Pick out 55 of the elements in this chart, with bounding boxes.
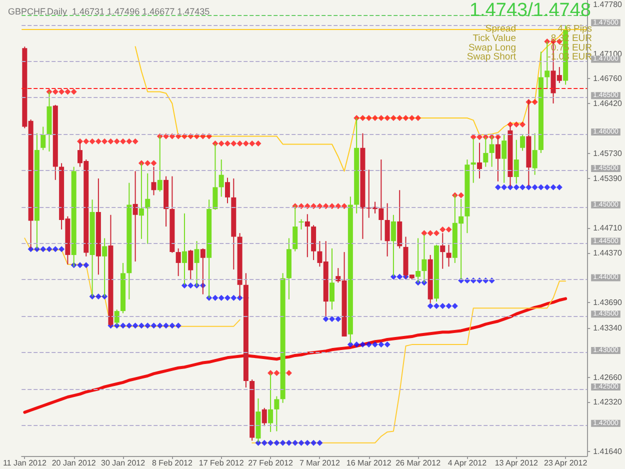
text: GBPCHF,Daily 1.46731 1.47496 1.46677 1.47435	[8, 6, 210, 16]
candlestick	[176, 248, 181, 277]
candlestick	[532, 132, 538, 176]
candlestick	[514, 139, 519, 184]
candlestick	[520, 134, 526, 152]
candlestick	[477, 142, 482, 179]
candlestick	[502, 134, 507, 184]
y-tick-label: 1.44370	[593, 248, 623, 258]
x-tick-label: 26 Mar 2012	[396, 458, 442, 468]
x-tick-label: 8 Feb 2012	[152, 458, 193, 468]
y-tick-label: 1.45390	[593, 174, 623, 183]
x-tick-label: 20 Jan 2012	[52, 458, 96, 468]
y-tick-label: 1.42320	[593, 398, 623, 407]
annotation: 8.32 EUR	[550, 32, 592, 44]
y-tick-label: 1.46760	[593, 74, 623, 84]
candlestick	[330, 248, 334, 310]
candlestick	[440, 232, 446, 270]
x-tick-label: 17 Feb 2012	[198, 458, 244, 468]
y-tick-label: 1.41640	[593, 447, 623, 456]
candlestick	[292, 204, 298, 252]
candlestick	[145, 172, 150, 245]
candlestick	[489, 136, 494, 168]
x-tick-label: 13 Apr 2012	[494, 458, 539, 468]
candlestick	[188, 249, 194, 280]
candlestick	[384, 202, 390, 257]
y-tick-label: 1.47780	[593, 0, 623, 9]
x-tick-label: 27 Feb 2012	[248, 458, 294, 468]
x-tick-label: 11 Jan 2012	[2, 458, 47, 468]
candlestick	[194, 240, 200, 287]
y-tick-label: 1.42660	[593, 372, 623, 382]
annotation: Swap Long	[468, 42, 516, 54]
x-tick-label: 30 Jan 2012	[100, 458, 146, 468]
candlestick	[40, 126, 46, 151]
y-tick-label: 1.44710	[593, 224, 623, 232]
annotation: Swap Short	[466, 52, 516, 63]
candlestick	[495, 136, 500, 182]
candlestick	[218, 159, 224, 198]
y-tick-label: 1.46420	[593, 98, 623, 108]
annotation: Tick Value	[472, 32, 516, 44]
candlestick	[225, 177, 230, 204]
candlestick	[298, 218, 304, 230]
candlestick	[262, 407, 267, 427]
candlestick	[446, 244, 452, 268]
candlestick	[274, 396, 280, 432]
x-tick-label: 23 Apr 2012	[544, 458, 588, 468]
candlestick	[151, 166, 156, 196]
y-tick-label: 1.43340	[593, 323, 623, 332]
y-tick-label: 1.43690	[593, 298, 623, 307]
candlestick	[132, 170, 138, 262]
x-tick-label: 7 Mar 2012	[299, 458, 340, 468]
x-tick-label: 16 Mar 2012	[346, 458, 392, 468]
x-tick-label: 4 Apr 2012	[448, 458, 488, 468]
candlestick	[304, 214, 310, 258]
y-tick-label: 1.45730	[593, 149, 623, 158]
line-series	[23, 297, 568, 414]
